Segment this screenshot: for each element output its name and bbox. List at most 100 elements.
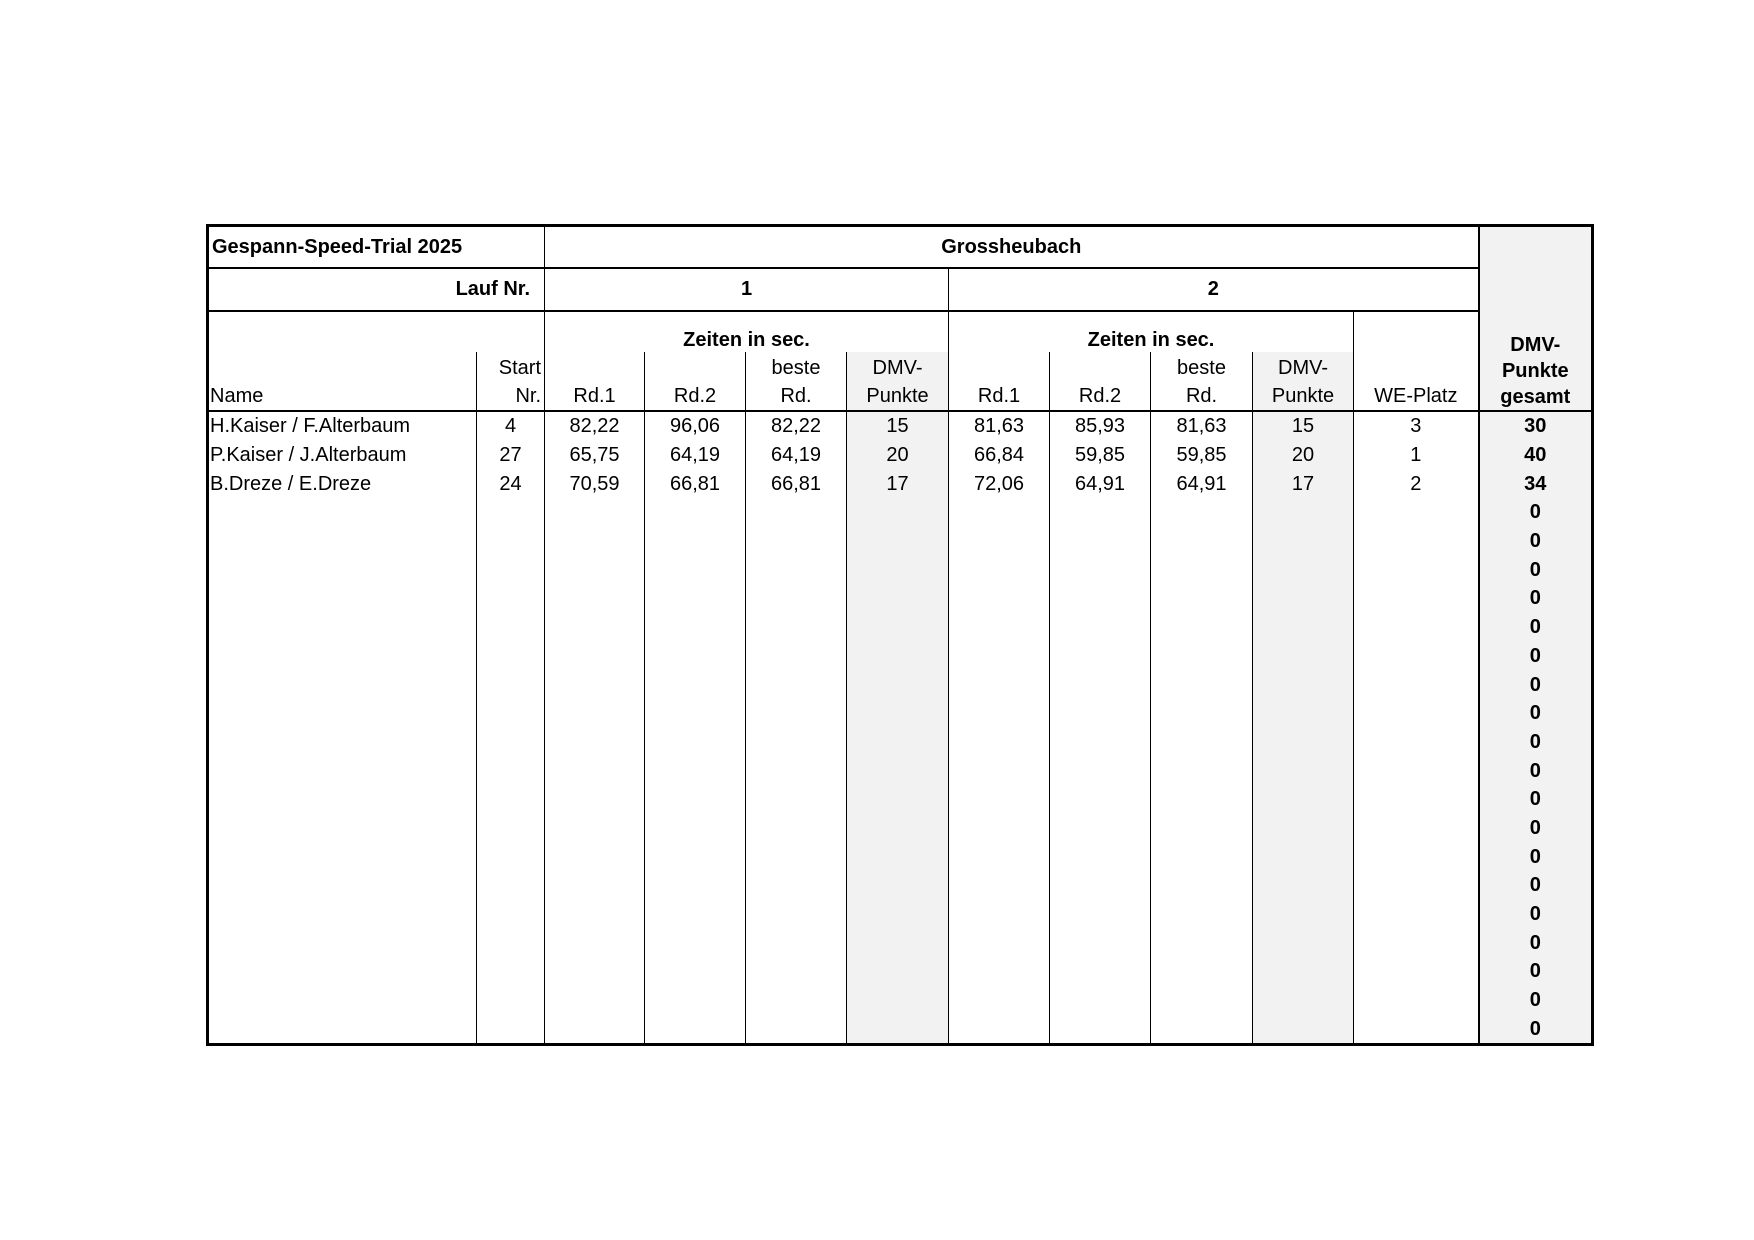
l1-best-header: beste Rd. [745,352,848,412]
l1-rd1-cell [544,670,646,699]
l2-rd1-cell: 72,06 [948,469,1051,499]
l1-dmv-points-cell [846,985,950,1015]
l1-best-cell: 82,22 [745,411,848,441]
l1-best-cell [745,727,848,757]
l1-rd1-cell [544,641,646,671]
l1-dmv-points-cell: 20 [846,440,950,470]
l2-best-cell: 59,85 [1150,440,1254,470]
name-cell [207,928,477,958]
l1-dmv-points-cell [846,498,950,527]
l1-rd1-cell [544,756,646,785]
table-row: 0 [207,985,1594,1015]
l2-best-cell [1150,813,1254,843]
l2-dmv-points-cell [1252,555,1355,585]
name-cell [207,641,477,671]
l2-dmv-points-cell [1252,698,1355,728]
name-cell [207,1014,477,1045]
l1-rd2-cell: 64,19 [644,440,747,470]
l2-dmv-points-cell [1252,756,1355,785]
total-header-line1: DMV- [1510,334,1561,356]
total-points-cell: 0 [1477,899,1594,929]
l1-rd2-cell: 66,81 [644,469,747,499]
total-points-cell: 0 [1477,555,1594,585]
l1-rd2-cell [644,842,747,871]
l1-best-cell [745,899,848,929]
l2-rd2-cell [1049,813,1152,843]
l1-best-cell [745,498,848,527]
l2-rd2-cell [1049,526,1152,556]
l2-rd1-cell [948,584,1051,613]
total-points-cell: 34 [1477,469,1594,499]
l1-dmv-points-cell [846,727,950,757]
l1-best-cell [745,842,848,871]
l1-dmv-header: DMV- Punkte [846,352,950,412]
l2-best-cell [1150,871,1254,900]
we-platz-cell [1353,899,1480,929]
l1-rd2-cell [644,957,747,986]
l1-best-cell [745,784,848,814]
l2-best-cell [1150,928,1254,958]
l2-dmv-points-cell [1252,813,1355,843]
l1-rd2-cell [644,1014,747,1045]
table-row: 0 [207,928,1594,958]
start-nr-cell [475,985,546,1015]
name-cell: P.Kaiser / J.Alterbaum [207,440,477,470]
l1-dmv-points-cell [846,756,950,785]
l2-best-cell [1150,985,1254,1015]
l2-rd2-cell [1049,871,1152,900]
l1-dmv-points-cell [846,1014,950,1045]
start-nr-cell [475,957,546,986]
l1-rd2-cell [644,498,747,527]
event-title: Gespann-Speed-Trial 2025 [206,225,546,269]
we-platz-cell [1353,928,1480,958]
l1-rd1-cell [544,584,646,613]
l2-best-cell [1150,899,1254,929]
l2-rd2-cell [1049,584,1152,613]
l1-rd1-cell: 82,22 [544,411,646,441]
l1-dmv-points-cell [846,584,950,613]
l2-rd1-cell [948,957,1051,986]
l1-rd1-header: Rd.1 [544,352,646,412]
name-cell [207,612,477,642]
total-points-cell: 0 [1477,584,1594,613]
l2-rd2-cell [1049,899,1152,929]
start-nr-cell [475,871,546,900]
l1-rd1-cell: 70,59 [544,469,646,499]
l2-rd2-cell [1049,641,1152,671]
start-nr-cell [475,756,546,785]
name-cell [207,957,477,986]
lauf-2: 2 [948,268,1480,312]
name-cell [207,555,477,585]
l2-rd1-cell [948,899,1051,929]
l2-best-header: beste Rd. [1150,352,1254,412]
l2-best-cell [1150,612,1254,642]
table-row: 0 [207,813,1594,843]
l2-best-cell [1150,727,1254,757]
total-points-cell: 0 [1477,957,1594,986]
l1-rd2-cell [644,985,747,1015]
we-platz-cell [1353,612,1480,642]
total-points-cell: 0 [1477,526,1594,556]
l1-rd2-cell [644,784,747,814]
start-nr-cell [475,641,546,671]
l2-rd1-cell [948,1014,1051,1045]
l2-rd1-cell [948,641,1051,671]
total-points-cell: 0 [1477,641,1594,671]
total-points-header: DMV- Punkte gesamt [1477,225,1594,412]
zeiten-header-1: Zeiten in sec. [544,311,950,352]
total-points-cell: 0 [1477,842,1594,871]
l2-dmv-points-cell [1252,871,1355,900]
l2-rd1-cell [948,871,1051,900]
name-cell [207,784,477,814]
l2-rd2-cell [1049,842,1152,871]
we-platz-cell [1353,555,1480,585]
l2-best-cell [1150,498,1254,527]
l2-dmv-points-cell [1252,612,1355,642]
l1-dmv-points-cell [846,526,950,556]
l2-dmv-points-cell [1252,498,1355,527]
table-row: 0 [207,957,1594,986]
l2-rd2-cell [1049,957,1152,986]
name-cell: B.Dreze / E.Dreze [207,469,477,499]
l2-rd1-cell [948,612,1051,642]
total-points-cell: 0 [1477,756,1594,785]
